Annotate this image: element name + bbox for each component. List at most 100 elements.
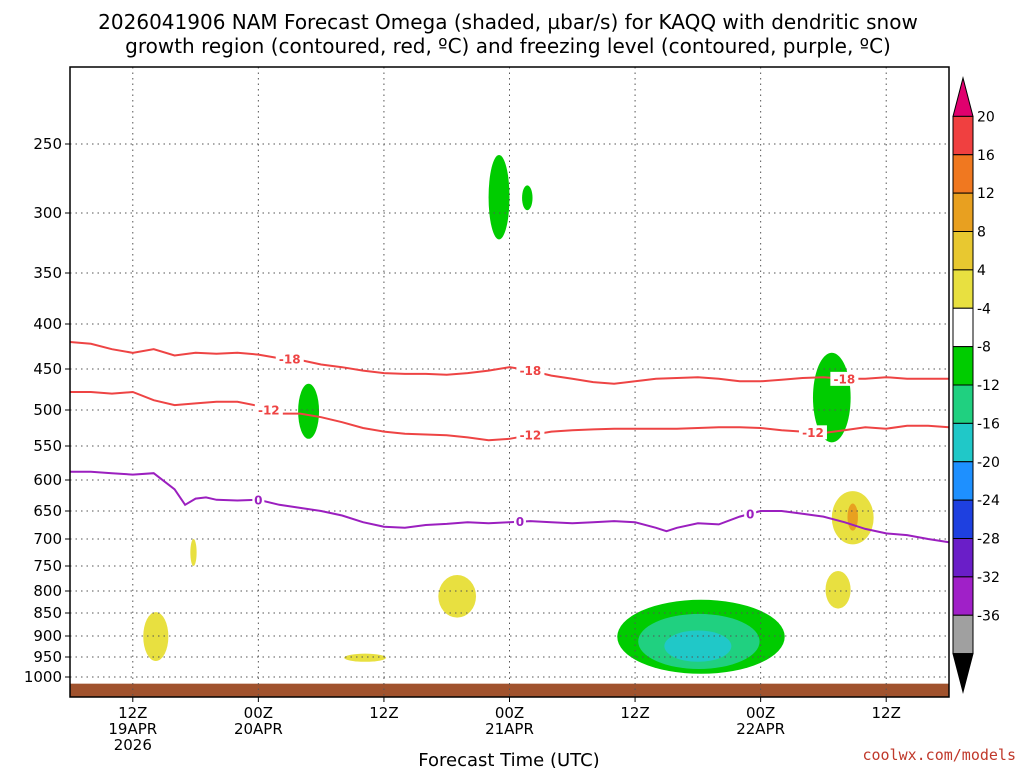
- upward-motion-300mb: [488, 155, 510, 240]
- y-tick-label-700: 700: [33, 530, 62, 548]
- colorbar-swatch-4: [952, 231, 974, 271]
- colorbar-swatch-13: [952, 576, 974, 616]
- x-tick-label-3-0: 00Z: [495, 704, 524, 722]
- dgz-minus-18-label-bg-1: [516, 363, 545, 378]
- gridlines: [70, 67, 949, 697]
- x-axis-title: Forecast Time (UTC): [418, 750, 599, 768]
- x-tick-label-5-1: 22APR: [736, 720, 785, 738]
- y-tick-label-850: 850: [33, 604, 62, 622]
- colorbar-label-3: 8: [977, 225, 986, 241]
- freezing-level-0-label-bg-2: [744, 506, 757, 521]
- credit-text: coolwx.com/models: [862, 746, 1016, 764]
- dgz-minus-12-label-2: -12: [802, 426, 824, 440]
- downward-motion-950mb: [344, 653, 387, 662]
- chart-title-line-2: growth region (contoured, red, ºC) and f…: [125, 34, 891, 58]
- colorbar-label-9: -20: [977, 455, 1000, 471]
- dgz-minus-18-label-bg-2: [830, 371, 859, 386]
- dgz-minus-18-label-2: -18: [834, 372, 856, 386]
- dgz-minus-18-label-0: -18: [279, 353, 301, 367]
- colorbar-top-arrow: [952, 76, 974, 117]
- colorbar-swatch-7: [952, 346, 974, 386]
- freezing-level-0-label-bg-1: [513, 514, 526, 529]
- colorbar-swatch-3: [952, 192, 974, 232]
- freezing-level-0-line: [70, 470, 950, 544]
- colorbar-swatch-6: [952, 307, 974, 348]
- freezing-level-0-label-2: 0: [746, 507, 754, 521]
- colorbar-swatch-12: [952, 538, 974, 578]
- y-tick-label-350: 350: [33, 264, 62, 282]
- freezing-level-0-label-0: 0: [254, 493, 262, 507]
- upward-motion-290mb: [522, 185, 533, 211]
- omega-shading-layer: [143, 155, 874, 674]
- y-tick-label-550: 550: [33, 437, 62, 455]
- x-tick-label-1-1: 20APR: [234, 720, 283, 738]
- freezing-level-0-label-bg-0: [252, 492, 265, 507]
- colorbar-swatch-11: [952, 499, 974, 539]
- y-axis: 250 300 350 400 450 500 550 600 650 700 750 800 850 9…: [24, 135, 70, 686]
- y-tick-label-750: 750: [33, 557, 62, 575]
- y-tick-label-950: 950: [33, 648, 62, 666]
- colorbar-bottom-arrow: [952, 653, 974, 694]
- colorbar-label-12: -32: [977, 570, 1000, 586]
- colorbar-label-13: -36: [977, 608, 1000, 624]
- colorbar-label-2: 12: [977, 186, 995, 202]
- colorbar-label-11: -28: [977, 532, 1000, 548]
- colorbar: 20 16 12 8 4 -4 -8 -12 -16 -20 -24 -28 -32 -36: [952, 76, 1000, 694]
- colorbar-label-8: -16: [977, 416, 1000, 432]
- contour-layer: -18 -18 -18 -12 -12 -12 0 0 0: [69, 341, 950, 544]
- y-tick-label-300: 300: [33, 204, 62, 222]
- colorbar-swatch-5: [952, 269, 974, 309]
- colorbar-swatch-10: [952, 461, 974, 501]
- plot-frame: [69, 66, 950, 698]
- downward-motion-815mb: [438, 575, 477, 618]
- colorbar-label-10: -24: [977, 493, 1000, 509]
- colorbar-swatch-9: [952, 422, 974, 463]
- x-tick-label-0-0: 12Z: [118, 704, 147, 722]
- y-tick-label-800: 800: [33, 582, 62, 600]
- colorbar-label-6: -8: [977, 340, 991, 356]
- dgz-minus-12-label-0: -12: [258, 404, 280, 418]
- y-tick-label-900: 900: [33, 627, 62, 645]
- dgz-minus-18-label-1: -18: [520, 364, 542, 378]
- terrain-layer: [70, 683, 949, 697]
- y-tick-label-1000: 1000: [24, 668, 62, 686]
- x-tick-label-0-1: 19APR: [108, 720, 157, 738]
- x-tick-label-1-0: 00Z: [244, 704, 273, 722]
- freezing-level-0-label-1: 0: [516, 515, 524, 529]
- upward-motion-925mb-core: [664, 630, 732, 662]
- colorbar-label-5: -4: [977, 301, 991, 317]
- dgz-minus-12-label-bg-1: [516, 428, 545, 443]
- colorbar-label-0: 20: [977, 109, 995, 125]
- dgz-minus-12-label-bg-2: [798, 425, 827, 440]
- upward-motion-500mb: [298, 383, 320, 439]
- dgz-minus-18-label-bg-0: [275, 352, 304, 367]
- downward-motion-800mb: [825, 571, 851, 609]
- dgz-minus-12-label-bg-0: [254, 403, 283, 417]
- downward-motion-900mb: [143, 612, 169, 661]
- colorbar-swatch-14: [952, 614, 974, 655]
- downward-motion-720mb: [190, 539, 197, 566]
- colorbar-swatch-1: [952, 115, 974, 156]
- x-tick-label-6-0: 12Z: [872, 704, 901, 722]
- y-tick-label-450: 450: [33, 360, 62, 378]
- x-tick-label-3-1: 21APR: [485, 720, 534, 738]
- y-tick-label-600: 600: [33, 471, 62, 489]
- x-tick-label-0-2: 2026: [114, 736, 152, 754]
- colorbar-swatch-2: [952, 154, 974, 194]
- colorbar-label-4: 4: [977, 263, 986, 279]
- x-tick-label-4-0: 12Z: [620, 704, 649, 722]
- x-tick-label-5-0: 00Z: [746, 704, 775, 722]
- terrain-band: [70, 683, 949, 697]
- chart-title-line-1: 2026041906 NAM Forecast Omega (shaded, µ…: [98, 10, 918, 34]
- colorbar-label-1: 16: [977, 148, 995, 164]
- y-tick-label-400: 400: [33, 315, 62, 333]
- colorbar-label-7: -12: [977, 378, 1000, 394]
- y-tick-label-650: 650: [33, 502, 62, 520]
- dgz-minus-18-line: [69, 341, 949, 385]
- dgz-minus-12-label-1: -12: [520, 429, 542, 443]
- colorbar-swatch-8: [952, 384, 974, 424]
- y-tick-label-250: 250: [33, 135, 62, 153]
- x-tick-label-2-0: 12Z: [369, 704, 398, 722]
